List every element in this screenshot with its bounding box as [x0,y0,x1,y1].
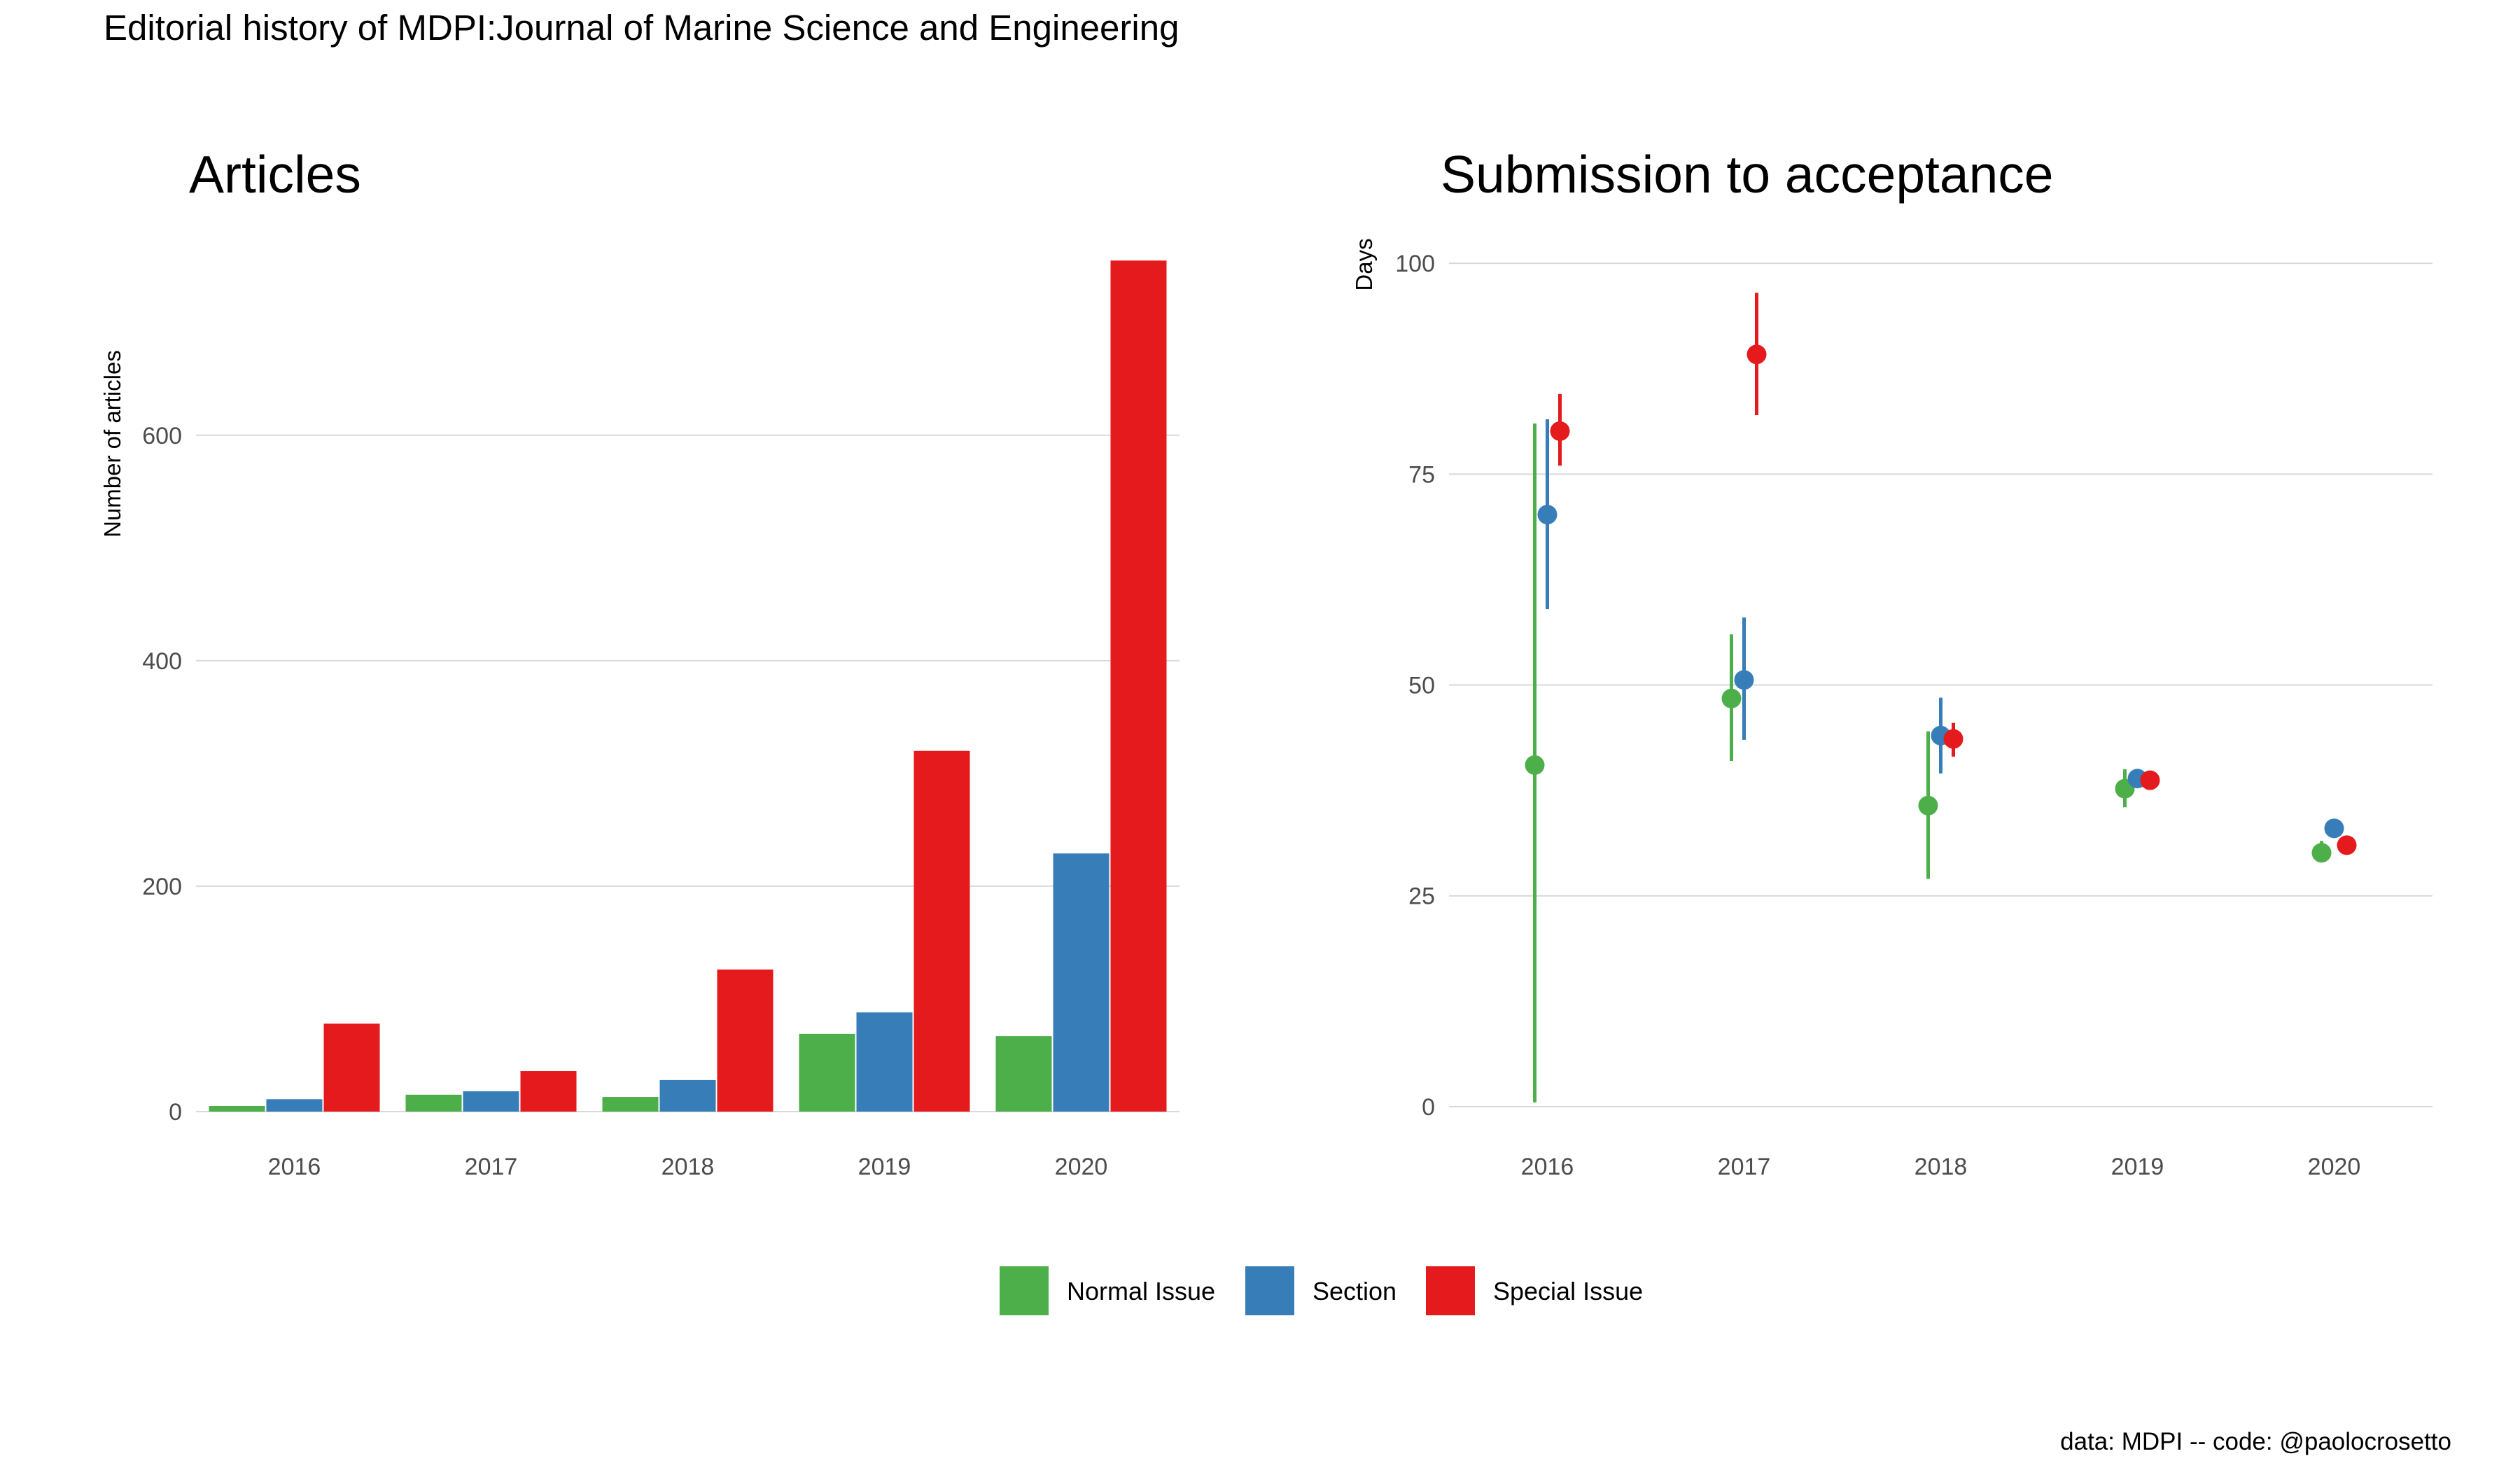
main-title: Editorial history of MDPI:Journal of Mar… [104,8,1180,48]
bar-special-issue-2016 [323,1023,380,1112]
days-y-tick-label: 75 [1408,461,1435,488]
articles-x-tick-label: 2019 [858,1154,911,1180]
days-title: Submission to acceptance [1441,145,2054,204]
days-y-tick-label: 25 [1408,883,1435,910]
days-x-tick-label: 2018 [1914,1154,1968,1180]
legend-label-normal-issue: Normal Issue [1067,1277,1215,1306]
point-section-2020 [2324,818,2344,839]
point-special-issue-2016 [1550,421,1570,441]
bar-special-issue-2017 [520,1071,577,1112]
legend-swatch-section [1245,1266,1294,1315]
days-x-tick-label: 2019 [2111,1154,2164,1180]
articles-title: Articles [189,145,361,204]
days-y-axis-title: Days [1351,238,1377,290]
articles-y-tick-label: 600 [142,423,182,449]
articles-y-axis-title: Number of articles [99,350,125,538]
days-x-tick-label: 2020 [2308,1154,2361,1180]
days-x-tick-label: 2017 [1718,1154,1771,1180]
legend-swatch-special-issue [1426,1266,1475,1315]
legend: Normal Issue Section Special Issue [1000,1266,1643,1315]
caption: data: MDPI -- code: @paolocrosetto [2060,1428,2451,1455]
point-normal-issue-2017 [1721,688,1742,708]
bar-special-issue-2020 [1110,260,1167,1112]
point-section-2016 [1537,505,1558,525]
point-special-issue-2019 [2140,770,2160,790]
bar-normal-issue-2020 [995,1036,1052,1112]
articles-y-tick-label: 400 [142,648,182,675]
legend-label-special-issue: Special Issue [1493,1277,1643,1306]
bar-section-2019 [856,1012,913,1112]
legend-swatch-normal-issue [1000,1266,1049,1315]
bar-normal-issue-2016 [209,1105,265,1112]
bar-normal-issue-2019 [799,1033,855,1112]
articles-panel: Articles Number of articles 0 200 400 600 2016… [99,145,1180,1180]
legend-label-section: Section [1312,1277,1396,1306]
days-y-tick-label: 0 [1422,1094,1435,1121]
bar-normal-issue-2017 [405,1094,462,1112]
point-special-issue-2018 [1943,729,1963,749]
bar-section-2017 [463,1091,519,1112]
bar-section-2016 [266,1099,323,1112]
articles-x-tick-label: 2018 [662,1154,715,1180]
articles-x-tick-label: 2016 [268,1154,321,1180]
bar-section-2020 [1053,853,1110,1112]
articles-y-tick-label: 0 [169,1099,182,1126]
days-x-tick-label: 2016 [1521,1154,1574,1180]
bar-special-issue-2019 [913,750,970,1112]
point-special-issue-2020 [2337,835,2357,855]
bar-section-2018 [659,1079,716,1112]
point-normal-issue-2020 [2311,843,2332,863]
articles-x-tick-label: 2020 [1055,1154,1108,1180]
point-section-2017 [1734,670,1754,690]
days-y-tick-label: 100 [1395,251,1435,277]
point-normal-issue-2016 [1525,755,1545,775]
articles-x-tick-label: 2017 [465,1154,518,1180]
point-special-issue-2017 [1746,344,1767,365]
bar-normal-issue-2018 [602,1097,659,1112]
point-normal-issue-2018 [1918,795,1938,816]
days-y-tick-label: 50 [1408,673,1435,699]
days-panel: Submission to acceptance Days 0 25 50 75 100 20… [1351,145,2432,1180]
articles-y-tick-label: 200 [142,874,182,900]
bar-special-issue-2018 [717,969,774,1112]
